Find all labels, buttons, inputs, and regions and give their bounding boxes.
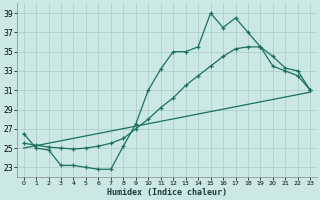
X-axis label: Humidex (Indice chaleur): Humidex (Indice chaleur) (107, 188, 227, 197)
